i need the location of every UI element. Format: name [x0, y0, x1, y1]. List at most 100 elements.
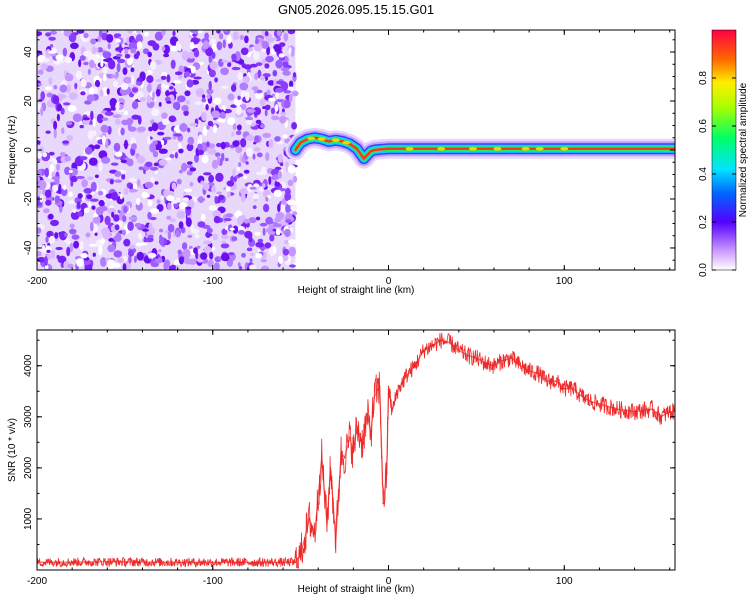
noise-blob: [136, 197, 141, 206]
noise-blob: [275, 229, 281, 236]
noise-blob: [37, 179, 47, 190]
noise-blob: [224, 30, 229, 33]
noise-blob: [127, 221, 134, 231]
noise-blob: [160, 75, 167, 80]
snr-point: [449, 342, 451, 344]
snr-noisy-trace: [37, 332, 675, 569]
noise-blob: [179, 123, 188, 132]
noise-blob: [279, 162, 284, 167]
noise-blob: [211, 110, 221, 118]
noise-blob: [118, 97, 123, 103]
noise-blob: [226, 35, 232, 44]
noise-blob: [107, 43, 111, 50]
noise-blob: [90, 181, 97, 192]
noise-blob: [221, 85, 229, 89]
noise-blob: [187, 80, 194, 87]
noise-blob: [150, 208, 160, 214]
noise-blob: [76, 201, 81, 209]
noise-blob: [243, 175, 248, 180]
noise-blob: [117, 209, 121, 214]
noise-blob: [68, 32, 77, 43]
noise-blob: [146, 226, 156, 237]
noise-blob: [181, 162, 188, 172]
noise-blob: [98, 72, 105, 79]
noise-blob: [115, 101, 120, 111]
noise-blob: [231, 84, 237, 92]
snr-point: [326, 523, 328, 525]
noise-blob: [268, 230, 276, 236]
noise-blob: [275, 87, 284, 93]
noise-blob: [53, 95, 60, 105]
snr-point: [349, 436, 351, 438]
colorbar-label: Normalized spectral amplitude: [738, 82, 749, 217]
noise-blob: [110, 162, 119, 166]
noise-blob: [252, 107, 262, 116]
noise-blob: [227, 189, 231, 199]
snr-point: [528, 370, 530, 372]
noise-blob: [135, 81, 142, 86]
noise-blob: [185, 217, 192, 227]
noise-blob: [178, 169, 183, 174]
noise-blob: [113, 214, 120, 222]
noise-blob: [241, 193, 246, 203]
noise-blob: [131, 87, 139, 93]
noise-blob: [37, 256, 46, 263]
spectrogram-y-axis: -40 -20 0 20 40: [23, 39, 675, 261]
noise-blob: [135, 242, 143, 247]
noise-blob: [193, 247, 198, 255]
noise-blob: [40, 106, 44, 116]
noise-blob: [265, 55, 274, 63]
noise-blob: [94, 86, 98, 95]
noise-blob: [235, 130, 242, 136]
noise-blob: [44, 86, 53, 91]
noise-blob: [291, 90, 299, 97]
noise-blob: [203, 240, 212, 245]
noise-blob: [182, 248, 191, 259]
noise-blob: [120, 127, 125, 136]
noise-blob: [270, 168, 280, 177]
noise-blob: [243, 64, 252, 70]
noise-blob: [206, 227, 213, 234]
noise-blob: [212, 233, 218, 241]
noise-blob: [41, 58, 50, 63]
noise-blob: [267, 80, 275, 86]
noise-blob: [288, 93, 293, 102]
noise-blob: [178, 148, 184, 154]
x-tick-label: 0: [386, 576, 392, 587]
noise-blob: [285, 218, 292, 224]
colorbar-tick-label: 0.4: [698, 167, 709, 181]
noise-blob: [163, 136, 172, 140]
noise-blob: [261, 40, 270, 49]
noise-blob: [127, 122, 132, 130]
snr-point: [484, 362, 486, 364]
x-tick-label: -100: [203, 276, 223, 287]
snr-point: [177, 561, 179, 563]
x-tick-label: 100: [556, 576, 573, 587]
noise-blob: [67, 263, 74, 269]
noise-blob: [228, 252, 234, 256]
noise-blob: [55, 246, 63, 251]
noise-blob: [119, 193, 123, 200]
noise-blob: [232, 225, 239, 234]
noise-blob: [211, 51, 216, 59]
noise-blob: [62, 184, 67, 191]
noise-blob: [201, 111, 207, 122]
noise-blob: [205, 47, 214, 57]
noise-blob: [240, 47, 249, 56]
noise-blob: [232, 168, 236, 178]
noise-blob: [37, 31, 42, 36]
noise-blob: [198, 196, 204, 204]
noise-blob: [271, 93, 275, 97]
noise-blob: [232, 140, 240, 147]
noise-blob: [167, 223, 175, 233]
noise-blob: [104, 215, 111, 226]
noise-blob: [102, 51, 112, 59]
noise-blob: [75, 70, 83, 80]
noise-blob: [44, 189, 52, 198]
noise-blob: [183, 110, 189, 116]
snr-point: [387, 385, 390, 387]
noise-blob: [265, 196, 269, 202]
noise-blob: [166, 195, 175, 202]
noise-blob: [83, 207, 90, 214]
noise-blob: [68, 92, 78, 100]
